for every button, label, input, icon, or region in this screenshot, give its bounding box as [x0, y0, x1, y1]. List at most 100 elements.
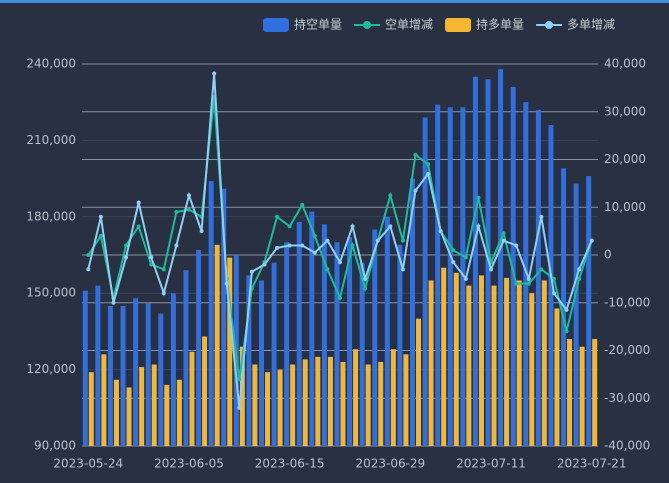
point — [161, 267, 166, 272]
point — [438, 229, 443, 234]
point — [287, 224, 292, 229]
x-tick-label: 2023-06-05 — [154, 457, 224, 471]
point — [124, 243, 129, 248]
point — [400, 238, 405, 243]
y-tick-label: 210,000 — [26, 133, 76, 147]
bar — [460, 107, 466, 446]
point — [86, 267, 91, 272]
bar — [321, 224, 327, 446]
point — [426, 171, 431, 176]
point — [237, 377, 242, 382]
point — [463, 276, 468, 281]
bar — [441, 267, 447, 446]
bar — [478, 275, 484, 446]
bar — [151, 364, 157, 446]
bar — [422, 117, 428, 446]
bar — [202, 336, 208, 446]
legend-swatch — [263, 18, 289, 32]
bar — [535, 109, 541, 446]
point — [539, 214, 544, 219]
point — [551, 291, 556, 296]
point — [577, 267, 582, 272]
point — [174, 243, 179, 248]
point — [451, 248, 456, 253]
point — [86, 253, 91, 257]
bar — [252, 364, 258, 446]
bar — [334, 242, 340, 446]
bar — [239, 346, 245, 446]
y2-tick-label: 30,000 — [604, 104, 646, 118]
bar — [592, 339, 598, 446]
y2-tick-label: 0 — [604, 248, 612, 262]
bar — [390, 349, 396, 446]
y2-tick-label: -40,000 — [604, 439, 650, 453]
point — [312, 233, 317, 238]
bar — [126, 387, 132, 446]
bar — [372, 229, 378, 446]
bar — [378, 361, 384, 446]
point — [413, 152, 418, 157]
point — [275, 245, 280, 250]
bar — [246, 275, 252, 446]
bar — [410, 178, 416, 446]
bar — [567, 339, 573, 446]
point — [149, 262, 154, 267]
point — [237, 405, 242, 410]
point — [388, 193, 393, 198]
point — [338, 295, 342, 300]
bar — [101, 354, 107, 446]
point — [375, 238, 380, 243]
point — [186, 207, 191, 212]
bar — [145, 303, 151, 446]
bar — [284, 242, 290, 446]
bar — [176, 379, 182, 446]
bar — [586, 176, 592, 446]
bar — [296, 221, 302, 446]
point — [111, 300, 116, 305]
bar — [309, 211, 315, 446]
bar — [516, 280, 522, 446]
bar — [529, 293, 535, 446]
bar — [554, 308, 560, 446]
point — [338, 260, 342, 265]
bar — [472, 76, 478, 446]
point — [136, 224, 141, 229]
point — [350, 224, 355, 229]
y2-tick-label: -30,000 — [604, 391, 650, 405]
point — [300, 202, 305, 207]
bar — [164, 384, 170, 446]
bar — [397, 244, 403, 446]
bar — [498, 69, 504, 447]
bar — [548, 125, 554, 447]
bar — [359, 262, 365, 446]
bar — [264, 372, 270, 446]
bar — [189, 351, 195, 446]
point — [149, 255, 154, 260]
point — [300, 243, 305, 248]
bar — [384, 216, 390, 446]
y-tick-label: 120,000 — [26, 362, 76, 376]
y2-tick-label: -10,000 — [604, 295, 650, 309]
point — [363, 276, 368, 281]
point — [489, 267, 494, 272]
bar — [95, 285, 101, 446]
point — [212, 71, 217, 76]
y2-tick-label: -20,000 — [604, 343, 650, 357]
y2-tick-label: 20,000 — [604, 152, 646, 166]
bar — [113, 379, 119, 446]
bar — [82, 290, 88, 446]
bar — [302, 359, 308, 446]
bar — [428, 280, 434, 446]
point — [426, 162, 431, 167]
bar — [365, 364, 371, 446]
bar — [466, 285, 472, 446]
point — [224, 281, 229, 286]
point — [501, 238, 506, 243]
bar — [541, 280, 547, 446]
bar — [133, 298, 139, 446]
point — [589, 238, 594, 243]
bar — [491, 285, 497, 446]
bar — [485, 79, 491, 446]
bar — [183, 270, 189, 446]
